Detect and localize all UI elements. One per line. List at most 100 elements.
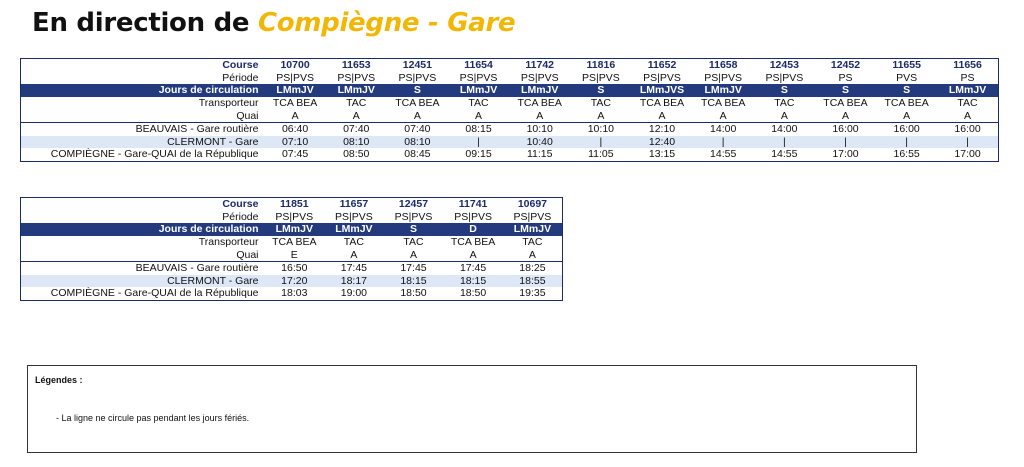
transporteur-row: Transporteur TCA BEA TAC TAC TCA BEA TAC xyxy=(21,236,563,249)
time-cell: 18:15 xyxy=(443,275,503,288)
course-cell: 12452 xyxy=(815,59,876,72)
quai-cell: A xyxy=(509,109,570,122)
stop-row: BEAUVAIS - Gare routière 06:40 07:40 07:40 0… xyxy=(21,122,999,135)
quai-cell: A xyxy=(448,109,509,122)
legend-item: - La ligne ne circule pas pendant les jo… xyxy=(56,413,249,423)
transporteur-cell: TCA BEA xyxy=(693,97,754,110)
time-cell: 17:00 xyxy=(937,148,998,161)
transporteur-cell: TCA BEA xyxy=(815,97,876,110)
jours-cell: D xyxy=(443,223,503,236)
quai-cell: A xyxy=(570,109,631,122)
page-title: En direction de Compiègne - Gare xyxy=(32,8,515,38)
jours-cell: S xyxy=(815,84,876,97)
time-cell: 08:45 xyxy=(387,148,448,161)
quai-cell: A xyxy=(387,109,448,122)
time-cell: 16:50 xyxy=(265,261,325,274)
periode-cell: PVS xyxy=(876,72,937,85)
transporteur-cell: TCA BEA xyxy=(387,97,448,110)
time-cell: 16:55 xyxy=(876,148,937,161)
course-label: Course xyxy=(21,198,265,211)
time-cell: 18:50 xyxy=(384,287,444,300)
jours-cell: LMmJV xyxy=(326,84,387,97)
jours-row: Jours de circulation LMmJV LMmJV S LMmJV LMmJ… xyxy=(21,84,999,97)
time-cell: | xyxy=(754,136,815,149)
periode-label: Période xyxy=(21,72,265,85)
stop-name: BEAUVAIS - Gare routière xyxy=(21,261,265,274)
course-cell: 11658 xyxy=(693,59,754,72)
jours-cell: S xyxy=(387,84,448,97)
transporteur-cell: TCA BEA xyxy=(631,97,692,110)
time-cell: 16:00 xyxy=(937,122,998,135)
transporteur-cell: TCA BEA xyxy=(876,97,937,110)
periode-cell: PS|PVS xyxy=(503,211,563,224)
time-cell: | xyxy=(448,136,509,149)
stop-row: COMPIÈGNE - Gare-QUAI de la République 18… xyxy=(21,287,563,300)
time-cell: 19:35 xyxy=(503,287,563,300)
quai-label: Quai xyxy=(21,109,265,122)
periode-cell: PS|PVS xyxy=(754,72,815,85)
quai-cell: A xyxy=(503,248,563,261)
jours-cell: LMmJV xyxy=(448,84,509,97)
jours-label: Jours de circulation xyxy=(21,223,265,236)
jours-cell: S xyxy=(384,223,444,236)
quai-cell: A xyxy=(443,248,503,261)
time-cell: 07:10 xyxy=(265,136,326,149)
time-cell: | xyxy=(937,136,998,149)
transporteur-cell: TCA BEA xyxy=(443,236,503,249)
jours-cell: LMmJV xyxy=(503,223,563,236)
periode-cell: PS|PVS xyxy=(509,72,570,85)
jours-row: Jours de circulation LMmJV LMmJV S D LMmJV xyxy=(21,223,563,236)
periode-cell: PS xyxy=(937,72,998,85)
quai-cell: A xyxy=(937,109,998,122)
transporteur-cell: TAC xyxy=(754,97,815,110)
stop-row: CLERMONT - Gare 17:20 18:17 18:15 18:15 18:55 xyxy=(21,275,563,288)
course-cell: 11851 xyxy=(265,198,325,211)
quai-cell: A xyxy=(876,109,937,122)
periode-cell: PS|PVS xyxy=(631,72,692,85)
time-cell: | xyxy=(570,136,631,149)
course-cell: 11653 xyxy=(326,59,387,72)
periode-cell: PS|PVS xyxy=(324,211,384,224)
time-cell: 19:00 xyxy=(324,287,384,300)
time-cell: | xyxy=(815,136,876,149)
course-cell: 11656 xyxy=(937,59,998,72)
transporteur-row: Transporteur TCA BEA TAC TCA BEA TAC TCA BEA T… xyxy=(21,97,999,110)
periode-cell: PS|PVS xyxy=(265,72,326,85)
jours-cell: LMmJV xyxy=(937,84,998,97)
stop-name: COMPIÈGNE - Gare-QUAI de la République xyxy=(21,287,265,300)
time-cell: 17:45 xyxy=(324,261,384,274)
time-cell: 18:03 xyxy=(265,287,325,300)
jours-cell: S xyxy=(876,84,937,97)
course-cell: 10700 xyxy=(265,59,326,72)
course-cell: 11742 xyxy=(509,59,570,72)
time-cell: 10:10 xyxy=(509,122,570,135)
periode-cell: PS|PVS xyxy=(387,72,448,85)
time-cell: 08:50 xyxy=(326,148,387,161)
course-cell: 11816 xyxy=(570,59,631,72)
quai-cell: A xyxy=(326,109,387,122)
time-cell: 14:00 xyxy=(754,122,815,135)
stop-row: COMPIÈGNE - Gare-QUAI de la République 07… xyxy=(21,148,999,161)
periode-cell: PS|PVS xyxy=(448,72,509,85)
transporteur-cell: TAC xyxy=(324,236,384,249)
transporteur-label: Transporteur xyxy=(21,97,265,110)
periode-cell: PS|PVS xyxy=(693,72,754,85)
quai-cell: E xyxy=(265,248,325,261)
time-cell: 10:10 xyxy=(570,122,631,135)
time-cell: 10:40 xyxy=(509,136,570,149)
quai-cell: A xyxy=(324,248,384,261)
time-cell: 12:10 xyxy=(631,122,692,135)
stop-name: BEAUVAIS - Gare routière xyxy=(21,122,265,135)
time-cell: 17:45 xyxy=(384,261,444,274)
time-cell: 18:55 xyxy=(503,275,563,288)
time-cell: 16:00 xyxy=(876,122,937,135)
quai-cell: A xyxy=(384,248,444,261)
jours-cell: LMmJV xyxy=(693,84,754,97)
time-cell: 07:40 xyxy=(387,122,448,135)
time-cell: | xyxy=(876,136,937,149)
jours-cell: S xyxy=(754,84,815,97)
stop-name: COMPIÈGNE - Gare-QUAI de la République xyxy=(21,148,265,161)
periode-cell: PS xyxy=(815,72,876,85)
legend-box: Légendes : - La ligne ne circule pas pen… xyxy=(27,365,917,453)
periode-cell: PS|PVS xyxy=(326,72,387,85)
